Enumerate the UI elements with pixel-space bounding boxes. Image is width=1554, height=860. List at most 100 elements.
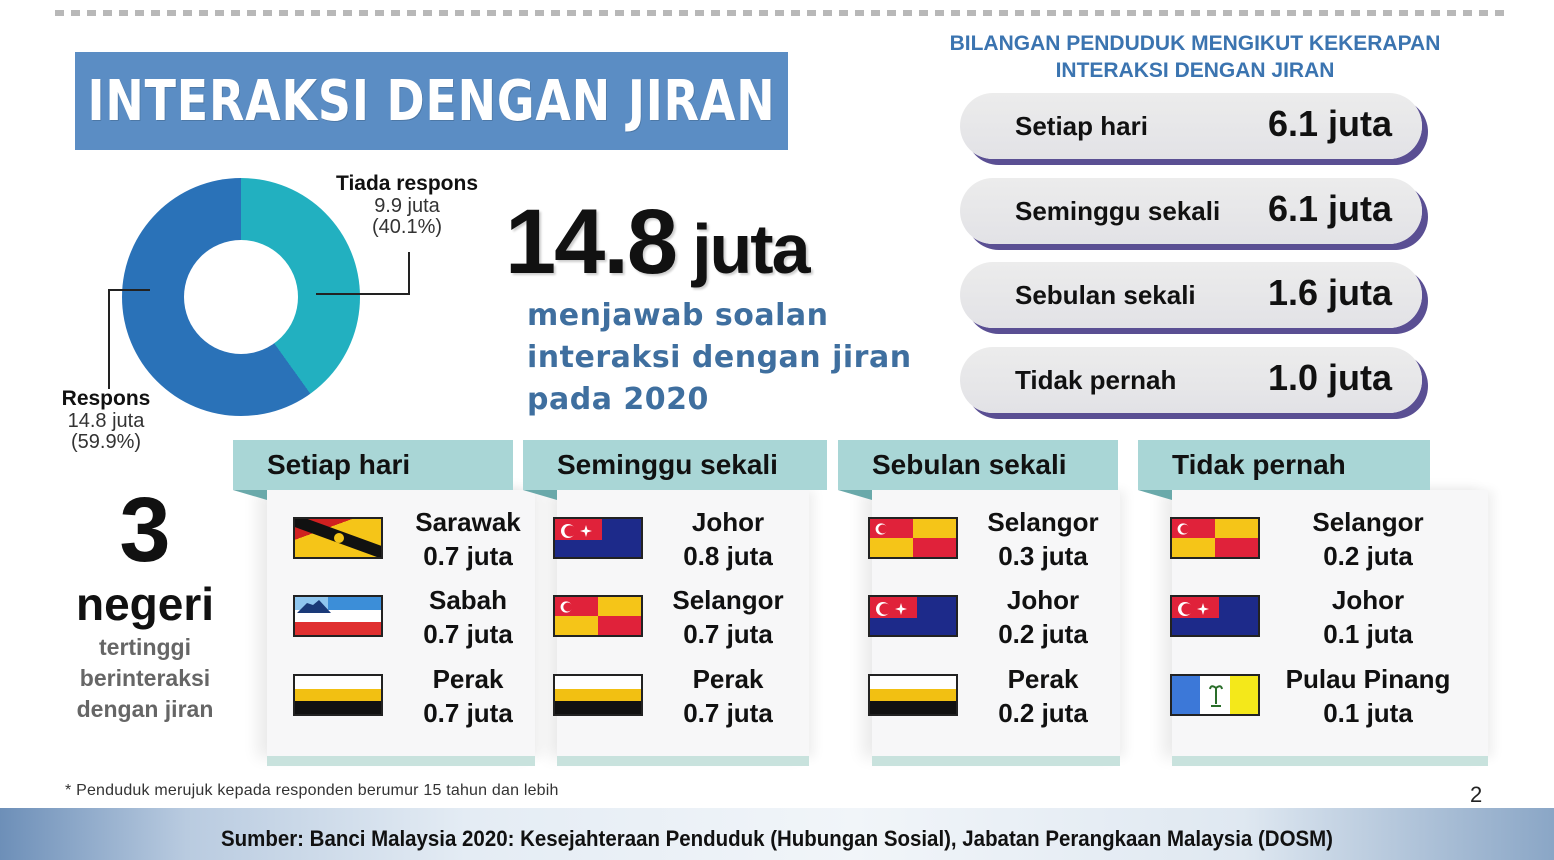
headline-number: 14.8 juta [505, 190, 811, 295]
pill-value: 6.1 juta [1267, 188, 1392, 229]
flag-perak-icon [553, 674, 643, 716]
state-name: Pulau Pinang [1285, 664, 1451, 694]
frequency-pill-seminggu-sekali: Seminggu sekali 6.1 juta [960, 178, 1432, 250]
respons-pct: (59.9%) [70, 431, 142, 454]
headline-line-2: interaksi dengan jiran [527, 340, 912, 375]
tiada-pct: (40.1%) [371, 216, 443, 239]
state-name: Perak [432, 664, 504, 694]
pill-label: Seminggu sekali [1015, 196, 1221, 226]
flag-sabah-icon [293, 595, 383, 637]
leader-line-respons-vertical [108, 289, 110, 389]
card-base-strip [872, 756, 1120, 766]
frequency-pill-tidak-pernah: Tidak pernah 1.0 juta [960, 347, 1432, 419]
pill-label: Sebulan sekali [1015, 280, 1196, 310]
state-entry: Sabah 0.7 juta [403, 583, 533, 651]
flag-perak-icon [868, 674, 958, 716]
state-name: Johor [1331, 585, 1405, 615]
pill-background [960, 178, 1422, 244]
headline-value: 14.8 [505, 191, 678, 293]
state-value: 0.8 juta [683, 541, 773, 571]
card-base-strip [1172, 756, 1488, 766]
state-name: Sabah [428, 585, 508, 615]
flag-selangor-icon [1170, 517, 1260, 559]
flag-johor-icon [868, 595, 958, 637]
state-entry: Perak 0.2 juta [978, 662, 1108, 730]
label-tiada-respons: Tiada respons 9.9 juta (40.1%) [322, 172, 492, 239]
state-entry: Sarawak 0.7 juta [403, 505, 533, 573]
respons-label: Respons [61, 387, 151, 410]
state-value: 0.7 juta [423, 541, 513, 571]
frequency-pill-setiap-hari: Setiap hari 6.1 juta [960, 93, 1432, 165]
card-header-fold [233, 490, 267, 500]
state-value: 0.1 juta [1323, 619, 1413, 649]
frequency-heading-line-1: BILANGAN PENDUDUK MENGIKUT KEKERAPAN [949, 32, 1441, 55]
top-states-word: negeri [75, 578, 215, 630]
label-respons: Respons 14.8 juta (59.9%) [50, 387, 162, 454]
headline-unit: juta [692, 210, 810, 288]
flag-sarawak-icon [293, 517, 383, 559]
state-entry: Perak 0.7 juta [403, 662, 533, 730]
respons-value: 14.8 juta [67, 409, 145, 432]
donut-hole [184, 240, 298, 354]
tiada-label: Tiada respons [336, 172, 478, 195]
state-entry: Selangor 0.7 juta [663, 583, 793, 651]
card-title: Tidak pernah [1172, 449, 1346, 480]
flag-perak-icon [293, 674, 383, 716]
source-citation: Sumber: Banci Malaysia 2020: Kesejahtera… [220, 826, 1333, 851]
pill-background [960, 262, 1422, 328]
card-header: Tidak pernah [1138, 440, 1430, 490]
pill-value: 1.6 juta [1267, 272, 1392, 313]
pill-background [960, 347, 1422, 413]
state-entry: Pulau Pinang 0.1 juta [1278, 662, 1458, 730]
flag-johor-icon [553, 517, 643, 559]
state-value: 0.7 juta [423, 698, 513, 728]
flag-johor-icon [1170, 595, 1260, 637]
top-states-desc-2: berinteraksi [79, 665, 211, 691]
flag-selangor-icon [553, 595, 643, 637]
state-entry: Selangor 0.2 juta [1278, 505, 1458, 573]
frequency-heading-line-2: INTERAKSI DENGAN JIRAN [1055, 59, 1335, 82]
flag-pulau-pinang-icon [1170, 674, 1260, 716]
state-value: 0.3 juta [998, 541, 1088, 571]
card-base-strip [267, 756, 535, 766]
state-name: Perak [1007, 664, 1079, 694]
top-states-number: 3 [119, 479, 171, 581]
card-title: Sebulan sekali [872, 449, 1067, 480]
card-header: Setiap hari [233, 440, 513, 490]
headline-description: menjawab soalan interaksi dengan jiran p… [527, 295, 912, 421]
top-states-desc-1: tertinggi [99, 634, 191, 660]
headline-line-3: pada 2020 [527, 382, 709, 417]
footnote: * Penduduk merujuk kepada responden beru… [65, 782, 559, 799]
state-value: 0.7 juta [683, 619, 773, 649]
page-number: 2 [1470, 782, 1483, 807]
state-name: Selangor [1312, 507, 1424, 537]
state-entry: Selangor 0.3 juta [978, 505, 1108, 573]
top-states-description: tertinggi berinteraksi dengan jiran [60, 632, 230, 725]
card-header: Sebulan sekali [838, 440, 1118, 490]
card-header-fold [838, 490, 872, 500]
state-name: Perak [692, 664, 764, 694]
leader-line-respons [108, 289, 150, 291]
card-base-strip [557, 756, 809, 766]
pill-value: 1.0 juta [1267, 357, 1392, 398]
top-states-desc-3: dengan jiran [76, 696, 214, 722]
frequency-pill-sebulan-sekali: Sebulan sekali 1.6 juta [960, 262, 1432, 334]
card-header-fold [1138, 490, 1172, 500]
top-states-callout: 3 negeri tertinggi berinteraksi dengan j… [60, 480, 230, 725]
state-entry: Johor 0.8 juta [663, 505, 793, 573]
state-name: Selangor [672, 585, 784, 615]
leader-line-tiada-vertical [408, 252, 410, 295]
state-value: 0.2 juta [1323, 541, 1413, 571]
state-name: Selangor [987, 507, 1099, 537]
state-value: 0.1 juta [1323, 698, 1413, 728]
state-value: 0.7 juta [423, 619, 513, 649]
headline-line-1: menjawab soalan [527, 298, 829, 333]
pill-value: 6.1 juta [1267, 103, 1392, 144]
pill-background [960, 93, 1422, 159]
state-name: Sarawak [415, 507, 521, 537]
leader-line-tiada [316, 293, 410, 295]
card-title: Seminggu sekali [557, 449, 778, 480]
page-title-banner: INTERAKSI DENGAN JIRAN [75, 52, 788, 150]
state-value: 0.2 juta [998, 698, 1088, 728]
state-name: Johor [1006, 585, 1080, 615]
